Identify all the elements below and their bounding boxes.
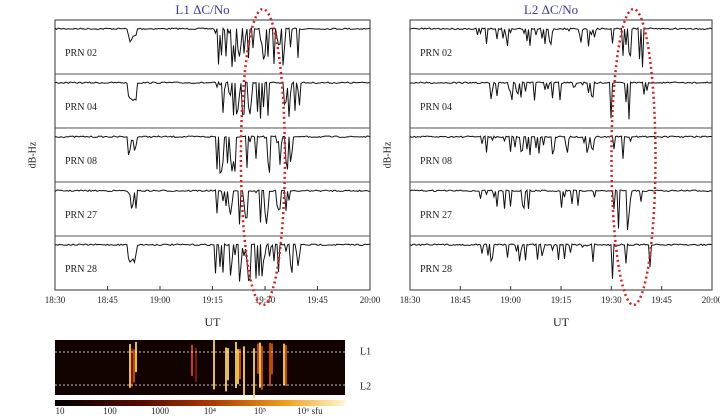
spectrogram-streak: [257, 343, 259, 374]
scale-label: 10⁵: [254, 406, 266, 416]
trace-label: PRN 28: [420, 264, 452, 275]
x-tick-label: 18:45: [450, 295, 471, 305]
spectrogram-streak: [191, 344, 193, 376]
x-tick-label: 18:30: [45, 295, 66, 305]
spectrogram-streak: [237, 349, 239, 385]
trace-label: PRN 02: [65, 48, 97, 59]
panels: L1 ΔC/No dB-Hz PRN 02 PRN 04 PRN 08 PRN 27 PRN…: [27, 2, 720, 329]
spectrogram-streak: [283, 343, 285, 386]
spectrogram-streak: [269, 342, 271, 387]
spectrogram-streak: [253, 348, 255, 398]
trace: [54, 135, 371, 175]
panel-frame: [54, 19, 371, 291]
x-tick-label: 19:45: [307, 295, 328, 305]
scale-label: 10⁶ sfu: [297, 406, 323, 416]
x-axis-label: UT: [553, 315, 570, 329]
spectrogram-streak: [129, 343, 131, 388]
panel-frame: [409, 19, 713, 291]
trace-label: PRN 02: [420, 48, 452, 59]
trace-label: PRN 04: [420, 102, 452, 113]
spectrogram-streak: [195, 347, 197, 382]
x-tick-label: 19:15: [551, 295, 572, 305]
x-tick-label: 19:00: [500, 295, 521, 305]
y-axis-label: dB-Hz: [382, 141, 393, 168]
trace: [54, 27, 371, 68]
color-scale: [55, 400, 345, 406]
scale-label: 1000: [151, 406, 170, 416]
spectrogram-streak: [285, 345, 287, 386]
trace: [54, 80, 370, 119]
spectrogram-streak: [133, 349, 135, 383]
y-axis-label: dB-Hz: [27, 141, 38, 168]
trace: [409, 26, 712, 68]
x-tick-label: 20:00: [360, 295, 381, 305]
panel-title: L1 ΔC/No: [175, 2, 229, 17]
spectrogram-bg: [55, 340, 345, 395]
spectrogram-streak: [243, 346, 245, 396]
spectrogram-streak: [135, 341, 137, 373]
scale-label: 100: [103, 406, 117, 416]
x-tick-label: 19:15: [202, 295, 223, 305]
spectrogram-streak: [227, 348, 229, 381]
trace: [409, 243, 712, 279]
spectrogram-streak: [271, 343, 273, 375]
trace: [55, 242, 371, 282]
spectrogram-streak: [239, 348, 241, 380]
trace-label: PRN 27: [420, 210, 452, 221]
trace-label: PRN 08: [420, 156, 452, 167]
spectrogram-streak: [213, 340, 215, 390]
x-tick-label: 19:00: [150, 295, 171, 305]
scale-label: 10⁴: [204, 406, 216, 416]
trace: [409, 135, 712, 159]
x-axis-label: UT: [205, 315, 222, 329]
x-tick-label: 18:30: [400, 295, 421, 305]
trace-label: PRN 28: [65, 264, 97, 275]
trace: [409, 188, 712, 231]
row-label: L1: [360, 346, 371, 357]
scale-label: 10: [56, 406, 66, 416]
spectrogram-streak: [259, 342, 261, 388]
spectrogram: L1 L2 10 100 1000 10⁴ 10⁵ 10⁶ sfu: [55, 340, 371, 416]
panel-title: L2 ΔC/No: [524, 2, 578, 17]
x-tick-label: 20:00: [702, 295, 720, 305]
x-tick-label: 19:30: [601, 295, 622, 305]
trace-label: PRN 27: [65, 210, 97, 221]
highlight-ellipse: [239, 7, 287, 307]
trace-label: PRN 04: [65, 102, 97, 113]
spectrogram-streak: [131, 348, 133, 388]
spectrogram-streak: [235, 341, 237, 389]
row-label: L2: [360, 381, 371, 392]
trace: [409, 81, 712, 120]
x-tick-label: 19:45: [651, 295, 672, 305]
x-tick-label: 19:30: [255, 295, 276, 305]
highlight-ellipse: [610, 7, 657, 307]
spectrogram-streak: [261, 345, 263, 390]
trace-label: PRN 08: [65, 156, 97, 167]
trace: [54, 189, 371, 225]
spectrogram-streak: [225, 347, 227, 392]
x-tick-label: 18:45: [97, 295, 118, 305]
